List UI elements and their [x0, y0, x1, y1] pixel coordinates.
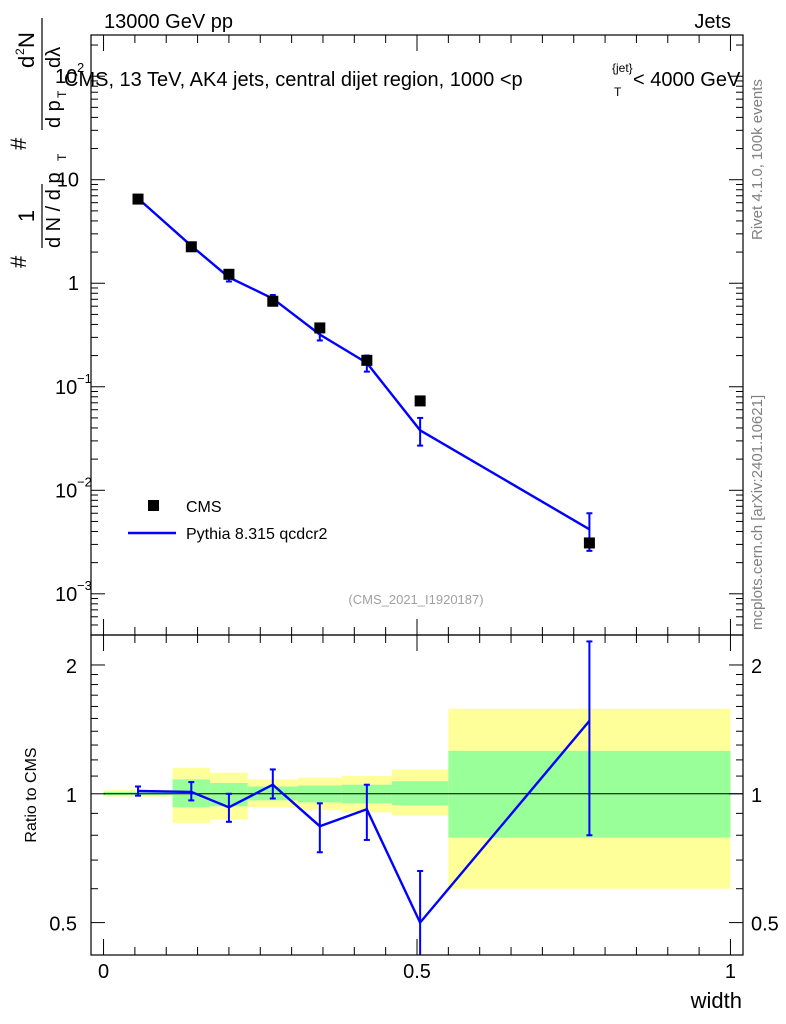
x-tick-label: 0	[98, 961, 109, 983]
cms-data-point	[314, 322, 326, 334]
ylabel-t-sub-2: T	[55, 90, 69, 98]
main-axis-ticks	[91, 35, 743, 636]
main-plot-frame	[90, 34, 744, 636]
header-process: 13000 GeV pp	[104, 11, 233, 33]
main-y-tick-exponent: −1	[77, 371, 92, 386]
title-superscript: {jet}	[612, 61, 633, 75]
ratio-y-tick-label-right: 0.5	[751, 914, 779, 936]
ratio-axis-ticks	[91, 635, 743, 955]
ylabel-dpt: d p	[43, 100, 65, 128]
cms-data-point	[267, 295, 279, 307]
ylabel-d2n-d: d	[14, 56, 39, 68]
main-y-tick-label: 10	[55, 480, 77, 502]
ylabel-hash-2: #	[6, 137, 31, 150]
x-axis-label: width	[690, 988, 742, 1013]
ylabel-hash-1: #	[6, 255, 31, 268]
cms-data-point	[361, 354, 373, 366]
ratio-line	[137, 720, 591, 925]
title-text-end: < 4000 GeV	[633, 69, 741, 91]
analysis-watermark: (CMS_2021_I1920187)	[348, 592, 483, 607]
title-text: CMS, 13 TeV, AK4 jets, central dijet reg…	[64, 69, 523, 91]
ratio-uncertainty-bands	[103, 708, 731, 889]
legend-marker-cms	[148, 500, 159, 511]
cms-data-point	[132, 193, 144, 205]
rivet-version-label: Rivet 4.1.0, 100k events	[749, 79, 766, 240]
main-y-tick-exponent: −3	[77, 578, 92, 593]
main-y-tick-label: 1	[68, 273, 79, 295]
main-data-marks	[132, 193, 595, 552]
legend: CMS Pythia 8.315 qcdcr2	[128, 499, 328, 543]
cms-data-point	[223, 268, 235, 280]
mcplots-label: mcplots.cern.ch [arXiv:2401.10621]	[749, 395, 766, 630]
ratio-band-green	[391, 781, 449, 806]
ylabel-d2n-exp: 2	[13, 48, 27, 55]
ylabel-dn-dpt: d N / d p	[43, 172, 65, 248]
ratio-tick-labels: 0.5 0.5 1 1 2 2 0 0.5 1	[49, 656, 779, 983]
main-y-tick-label: 10	[55, 66, 77, 88]
main-y-tick-exponent: 2	[77, 60, 84, 75]
header-category: Jets	[694, 11, 731, 33]
ylabel-one: 1	[14, 210, 39, 222]
legend-label-cms: CMS	[186, 499, 222, 516]
ratio-y-tick-label: 1	[66, 785, 77, 807]
legend-label-pythia: Pythia 8.315 qcdcr2	[186, 526, 328, 543]
main-y-tick-label: 10	[55, 584, 77, 606]
ratio-y-tick-label-right: 1	[751, 785, 762, 807]
ylabel-d2n-n: N	[14, 32, 39, 48]
ratio-y-tick-label: 2	[66, 656, 77, 678]
main-y-tick-label: 10	[57, 170, 79, 192]
cms-data-point	[185, 241, 197, 253]
ratio-plot-area: 0.5 0.5 1 1 2 2 0 0.5 1 Ratio to CMS width	[23, 634, 779, 1013]
main-y-tick-label: 10	[55, 377, 77, 399]
main-y-tick-exponent: −2	[77, 474, 92, 489]
cms-data-point	[414, 395, 426, 407]
main-title: CMS, 13 TeV, AK4 jets, central dijet reg…	[64, 61, 741, 99]
main-y-axis-label: # 1 d N / d p T # d 2 N d p T dλ	[6, 18, 69, 268]
cms-data-point	[583, 537, 595, 549]
ratio-data-marks	[135, 640, 593, 955]
ratio-y-tick-label: 0.5	[49, 914, 77, 936]
title-subscript: T	[614, 85, 622, 99]
ylabel-dlambda: dλ	[43, 47, 65, 68]
pythia-line	[137, 197, 591, 531]
ratio-y-axis-label: Ratio to CMS	[23, 747, 40, 842]
x-tick-label: 0.5	[403, 961, 431, 983]
ylabel-t-sub-1: T	[55, 153, 69, 161]
ratio-y-tick-label-right: 2	[751, 656, 762, 678]
ratio-plot-frame	[90, 634, 744, 956]
x-tick-label: 1	[725, 961, 736, 983]
